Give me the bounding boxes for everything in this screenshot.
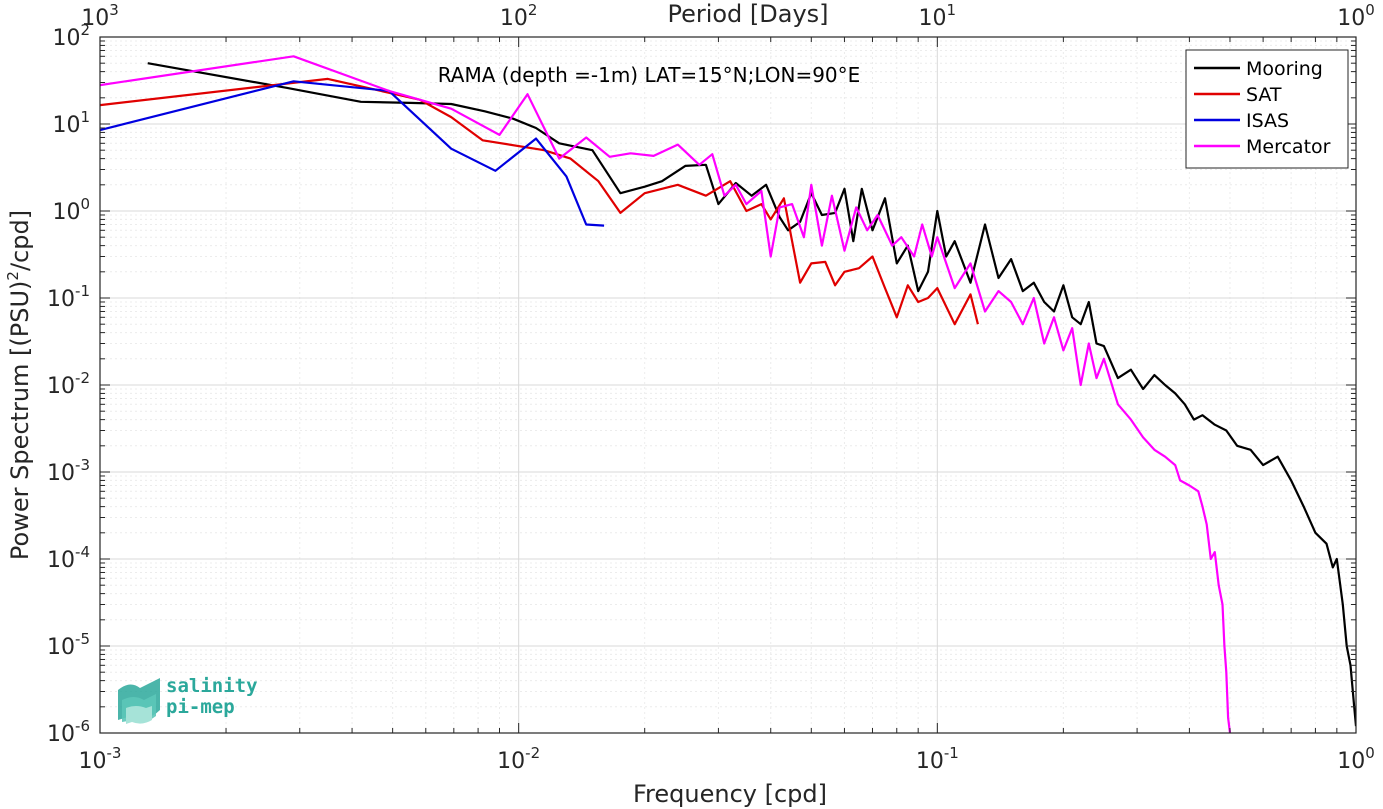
y-axis-label-tail: /cpd] (6, 210, 34, 271)
x-tick-label: 10-2 (497, 744, 540, 774)
x-tick-label: 100 (1337, 744, 1375, 774)
legend: Mooring SAT ISAS Mercator (1185, 49, 1349, 169)
salinity-pi-mep-logo: salinity pi-mep (118, 675, 258, 724)
logo-line2: pi-mep (166, 696, 235, 718)
top-tick-label: 103 (81, 1, 119, 31)
legend-label-isas: ISAS (1246, 110, 1289, 132)
y-tick-label: 102 (52, 21, 90, 51)
series-line-mooring (147, 62, 1356, 727)
series-line-mercator (100, 55, 1232, 733)
y-axis-label-exponent: 2 (4, 271, 22, 281)
logo-wave-icon (118, 678, 160, 724)
y-axis-label-main: Power Spectrum [(PSU) (6, 281, 34, 560)
grid-lines (99, 37, 1356, 734)
y-tick-label: 10-6 (47, 717, 90, 747)
y-tick-label: 10-3 (47, 456, 90, 486)
y-tick-label: 10-4 (47, 543, 90, 573)
y-axis-label: Power Spectrum [(PSU)2/cpd] (4, 210, 34, 560)
y-tick-label: 10-1 (47, 282, 90, 312)
logo-line1: salinity (166, 675, 258, 697)
legend-label-mercator: Mercator (1246, 136, 1331, 158)
series-lines (100, 55, 1356, 733)
y-tick-label: 100 (52, 195, 90, 225)
y-tick-label: 10-2 (47, 369, 90, 399)
tick-marks (99, 37, 1356, 734)
y-tick-label: 101 (52, 108, 90, 138)
x-tick-label: 10-1 (916, 744, 959, 774)
legend-label-mooring: Mooring (1246, 58, 1323, 80)
top-tick-label: 101 (919, 1, 957, 31)
top-tick-label: 100 (1337, 1, 1375, 31)
top-axis-label: Period [Days] (667, 0, 828, 28)
top-tick-label: 102 (500, 1, 538, 31)
chart-title: RAMA (depth =-1m) LAT=15°N;LON=90°E (438, 63, 861, 87)
legend-box (1185, 49, 1349, 169)
x-axis-label: Frequency [cpd] (633, 780, 827, 808)
x-tick-label: 10-3 (79, 744, 122, 774)
series-line-isas (100, 80, 605, 227)
legend-label-sat: SAT (1246, 84, 1282, 106)
y-tick-label: 10-5 (47, 630, 90, 660)
